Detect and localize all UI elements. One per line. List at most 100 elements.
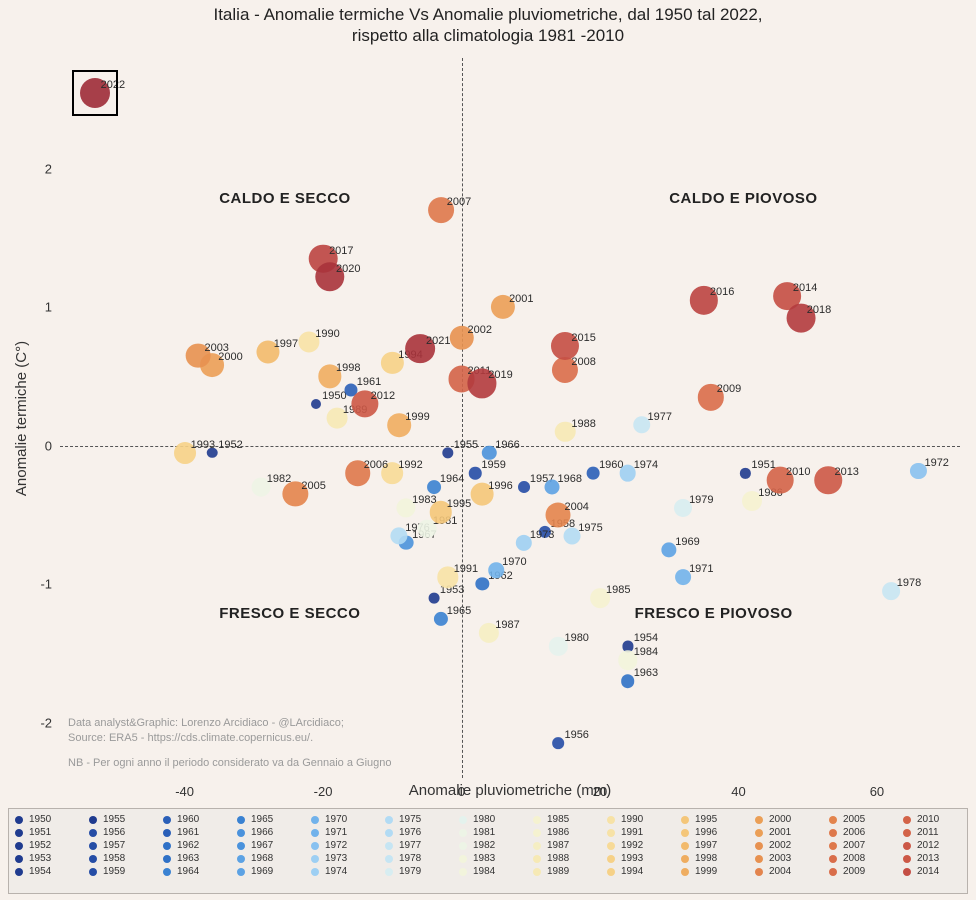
data-point-label: 1999 xyxy=(405,411,429,423)
legend-dot xyxy=(903,855,911,863)
legend-item: 1986 xyxy=(533,826,607,839)
legend-year: 1973 xyxy=(325,853,347,864)
legend-dot xyxy=(829,816,837,824)
data-point-label: 2002 xyxy=(468,324,492,336)
highlight-box xyxy=(72,70,118,116)
legend-item: 1961 xyxy=(163,826,237,839)
legend-year: 1974 xyxy=(325,866,347,877)
legend-dot xyxy=(533,829,541,837)
legend-item: 1988 xyxy=(533,852,607,865)
data-point-label: 2010 xyxy=(786,466,810,478)
legend-item: 2004 xyxy=(755,865,829,878)
legend-dot xyxy=(459,868,467,876)
legend-dot xyxy=(607,855,615,863)
legend-item: 1956 xyxy=(89,826,163,839)
y-tick: 1 xyxy=(45,300,52,315)
legend-year: 1979 xyxy=(399,866,421,877)
data-point xyxy=(621,674,635,688)
legend-dot xyxy=(237,842,245,850)
legend-dot xyxy=(311,816,319,824)
legend-dot xyxy=(681,829,689,837)
footnote: NB - Per ogni anno il periodo considerat… xyxy=(68,757,392,769)
legend-item: 1992 xyxy=(607,839,681,852)
credits-line-2: Source: ERA5 - https://cds.climate.coper… xyxy=(68,732,313,744)
legend-dot xyxy=(163,816,171,824)
legend-item: 1987 xyxy=(533,839,607,852)
data-point xyxy=(469,467,482,480)
data-point-label: 1950 xyxy=(322,390,346,402)
legend-dot xyxy=(829,829,837,837)
legend-year: 1991 xyxy=(621,827,643,838)
legend-year: 1982 xyxy=(473,840,495,851)
legend-item: 1955 xyxy=(89,813,163,826)
legend-year: 1993 xyxy=(621,853,643,864)
data-point-label: 1979 xyxy=(689,494,713,506)
legend-item: 1960 xyxy=(163,813,237,826)
legend-item: 1952 xyxy=(15,839,89,852)
legend-dot xyxy=(681,816,689,824)
data-point-label: 1984 xyxy=(634,646,658,658)
legend-year: 1953 xyxy=(29,853,51,864)
legend-dot xyxy=(755,868,763,876)
legend-dot xyxy=(459,816,467,824)
legend-year: 1966 xyxy=(251,827,273,838)
legend-dot xyxy=(385,816,393,824)
legend-item: 2010 xyxy=(903,813,976,826)
data-point-label: 2014 xyxy=(793,282,817,294)
legend-dot xyxy=(385,868,393,876)
legend-dot xyxy=(89,868,97,876)
data-point-label: 2003 xyxy=(204,342,228,354)
legend-year: 1963 xyxy=(177,853,199,864)
legend-year: 1959 xyxy=(103,866,125,877)
legend-item: 1994 xyxy=(607,865,681,878)
legend-item: 1965 xyxy=(237,813,311,826)
legend-item: 2006 xyxy=(829,826,903,839)
legend-dot xyxy=(15,842,23,850)
legend-year: 1960 xyxy=(177,814,199,825)
data-point xyxy=(428,593,439,604)
legend-year: 1964 xyxy=(177,866,199,877)
legend-year: 1990 xyxy=(621,814,643,825)
data-point-label: 1965 xyxy=(447,605,471,617)
legend-item: 1972 xyxy=(311,839,385,852)
legend-dot xyxy=(607,842,615,850)
data-point-label: 1956 xyxy=(564,729,588,741)
legend-item: 1999 xyxy=(681,865,755,878)
legend-dot xyxy=(237,816,245,824)
legend-dot xyxy=(163,855,171,863)
data-point-label: 1988 xyxy=(571,418,595,430)
legend-year: 1955 xyxy=(103,814,125,825)
legend-dot xyxy=(15,855,23,863)
data-point-label: 2016 xyxy=(710,286,734,298)
data-point-label: 1995 xyxy=(447,498,471,510)
y-tick: 2 xyxy=(45,161,52,176)
legend-year: 1954 xyxy=(29,866,51,877)
y-tick: 0 xyxy=(45,438,52,453)
legend-item: 1995 xyxy=(681,813,755,826)
legend-item: 1953 xyxy=(15,852,89,865)
legend-year: 1978 xyxy=(399,853,421,864)
legend-dot xyxy=(311,855,319,863)
legend-year: 1952 xyxy=(29,840,51,851)
legend-dot xyxy=(89,842,97,850)
chart-page: Italia - Anomalie termiche Vs Anomalie p… xyxy=(0,0,976,900)
scatter-plot: CALDO E SECCOCALDO E PIOVOSOFRESCO E SEC… xyxy=(60,58,960,778)
data-point-label: 1964 xyxy=(440,473,464,485)
data-point-label: 2017 xyxy=(329,245,353,257)
legend-item: 1990 xyxy=(607,813,681,826)
title-line-1: Italia - Anomalie termiche Vs Anomalie p… xyxy=(213,5,762,24)
legend-year: 2012 xyxy=(917,840,939,851)
legend-item: 1984 xyxy=(459,865,533,878)
legend-item: 1976 xyxy=(385,826,459,839)
legend-year: 1956 xyxy=(103,827,125,838)
data-point-label: 1992 xyxy=(398,459,422,471)
legend-item: 2013 xyxy=(903,852,976,865)
legend-year: 2011 xyxy=(917,827,939,838)
data-point-label: 1996 xyxy=(488,480,512,492)
legend-item: 2014 xyxy=(903,865,976,878)
data-point-label: 2006 xyxy=(364,459,388,471)
data-point-label: 1987 xyxy=(495,619,519,631)
legend-dot xyxy=(459,829,467,837)
legend-item: 2007 xyxy=(829,839,903,852)
legend-dot xyxy=(533,855,541,863)
